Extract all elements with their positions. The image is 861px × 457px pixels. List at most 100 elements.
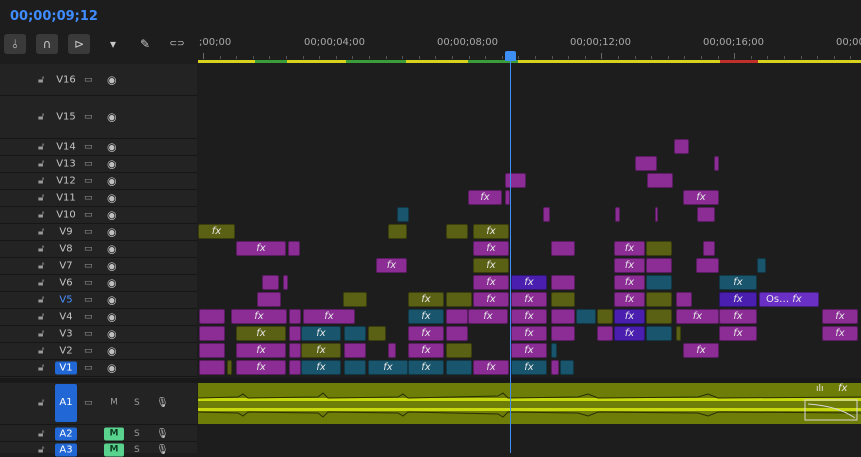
video-clip-v3[interactable] [676, 326, 681, 341]
toggle-sync-lock-icon[interactable]: ▭ [84, 141, 93, 152]
toggle-sync-lock-icon[interactable]: ▭ [84, 398, 93, 408]
track-name[interactable]: V14 [56, 141, 76, 152]
track-name[interactable]: V13 [56, 158, 76, 169]
video-clip-v1[interactable] [446, 360, 472, 375]
video-clip-v10[interactable] [615, 207, 620, 222]
toggle-sync-lock-icon[interactable]: ▭ [84, 209, 93, 220]
video-clip-v6[interactable] [646, 275, 672, 290]
video-clip-v3[interactable]: fx [614, 326, 645, 341]
lock-icon[interactable]: 🔓︎ [38, 294, 45, 305]
video-clip-v6[interactable] [283, 275, 288, 290]
video-clip-v1[interactable] [289, 360, 301, 375]
video-clip-v2[interactable] [551, 343, 557, 358]
video-clip-v7[interactable] [646, 258, 672, 273]
video-clip-v11[interactable]: fx [468, 190, 502, 205]
video-clip-v8[interactable]: fx [236, 241, 286, 256]
work-area-bar[interactable] [198, 60, 861, 63]
video-clip-v4[interactable] [289, 309, 301, 324]
video-clip-v2[interactable]: fx [683, 343, 719, 358]
video-clip-v10[interactable] [397, 207, 409, 222]
lock-icon[interactable]: 🔓︎ [38, 192, 45, 203]
video-clip-v7[interactable]: fx [614, 258, 645, 273]
video-clip-v2[interactable] [199, 343, 225, 358]
video-clip-v5[interactable] [343, 292, 367, 307]
eye-icon[interactable]: ◉ [107, 208, 117, 221]
video-clip-v4[interactable]: fx [719, 309, 757, 324]
video-clip-v13[interactable] [714, 156, 719, 171]
video-clip-v5[interactable]: fx [719, 292, 757, 307]
video-clip-v2[interactable] [344, 343, 366, 358]
eye-icon[interactable]: ◉ [107, 242, 117, 255]
video-clip-v4[interactable]: fx [468, 309, 508, 324]
captions-icon[interactable]: ⊂⊃ [169, 39, 185, 49]
eye-icon[interactable]: ◉ [107, 310, 117, 323]
track-name[interactable]: V1 [55, 361, 77, 374]
lock-icon[interactable]: 🔓︎ [38, 243, 45, 254]
time-ruler[interactable]: ;00;00 00;00;04;00 00;00;08;00 00;00;12;… [198, 30, 861, 64]
video-clip-v4[interactable]: fx [231, 309, 287, 324]
video-clip-v3[interactable]: fx [236, 326, 286, 341]
video-clip-v2[interactable]: fx [511, 343, 547, 358]
video-clip-v13[interactable] [635, 156, 657, 171]
video-clip-v7[interactable] [757, 258, 766, 273]
lock-icon[interactable]: 🔓︎ [38, 311, 45, 322]
video-clip-v1[interactable] [199, 360, 225, 375]
timeline-tracks[interactable]: ılı fx fx fx fx fx fx fx fx fx fx fx fx fx fx fx fx fx f… [198, 64, 861, 453]
toggle-sync-lock-icon[interactable]: ▭ [84, 294, 93, 305]
video-clip-v4[interactable]: fx [822, 309, 858, 324]
wrench-icon[interactable]: ✎ [139, 37, 151, 51]
video-clip-v3[interactable]: fx [719, 326, 757, 341]
video-clip-v8[interactable]: fx [473, 241, 509, 256]
video-clip-v1[interactable] [560, 360, 574, 375]
video-clip-v8[interactable]: fx [614, 241, 645, 256]
lock-icon[interactable]: 🔓︎ [38, 158, 45, 169]
video-clip-v4[interactable] [551, 309, 575, 324]
video-clip-v2[interactable]: fx [408, 343, 444, 358]
eye-icon[interactable]: ◉ [107, 191, 117, 204]
lock-icon[interactable]: 🔓︎ [38, 226, 45, 237]
video-clip-v3[interactable] [446, 326, 468, 341]
track-name[interactable]: V7 [59, 260, 73, 271]
video-clip-v5[interactable] [257, 292, 281, 307]
lock-icon[interactable]: 🔓︎ [38, 362, 45, 373]
toggle-sync-lock-icon[interactable]: ▭ [84, 362, 93, 373]
video-clip-v3[interactable]: fx [301, 326, 341, 341]
linked-selection-icon[interactable]: ⊳ [68, 34, 90, 54]
video-clip-v8[interactable] [703, 241, 715, 256]
eye-icon[interactable]: ◉ [107, 157, 117, 170]
video-clip-v1[interactable]: fx [473, 360, 509, 375]
microphone-icon[interactable]: 🎙︎ [156, 397, 169, 409]
add-marker-icon[interactable]: ▾ [109, 37, 117, 51]
toggle-sync-lock-icon[interactable]: ▭ [84, 243, 93, 254]
lock-icon[interactable]: 🔓︎ [38, 444, 45, 455]
video-clip-v11[interactable]: fx [683, 190, 719, 205]
lock-icon[interactable]: 🔓︎ [38, 74, 45, 85]
eye-icon[interactable]: ◉ [107, 225, 117, 238]
video-clip-v4[interactable] [597, 309, 613, 324]
eye-icon[interactable]: ◉ [107, 259, 117, 272]
solo-button[interactable]: S [134, 398, 140, 408]
track-divider[interactable] [0, 378, 861, 383]
audio-clip-a1[interactable]: ılı fx [198, 382, 861, 424]
video-clip-v1[interactable]: fx [301, 360, 341, 375]
video-clip-v3[interactable] [646, 326, 672, 341]
video-clip-v3[interactable] [368, 326, 386, 341]
eye-icon[interactable]: ◉ [107, 110, 117, 123]
video-clip-v3[interactable]: fx [408, 326, 444, 341]
video-clip-v6[interactable]: fx [511, 275, 547, 290]
toggle-sync-lock-icon[interactable]: ▭ [84, 226, 93, 237]
video-clip-v11[interactable] [505, 190, 510, 205]
video-clip-v10[interactable] [655, 207, 658, 222]
track-name[interactable]: V11 [56, 192, 76, 203]
video-clip-v5[interactable]: Os… fx [759, 292, 819, 307]
track-name[interactable]: A3 [55, 443, 77, 456]
video-clip-v9[interactable]: fx [198, 224, 235, 239]
toggle-sync-lock-icon[interactable]: ▭ [84, 175, 93, 186]
playhead-handle[interactable] [505, 51, 516, 61]
video-clip-v4[interactable]: fx [511, 309, 547, 324]
track-name[interactable]: V12 [56, 175, 76, 186]
mute-button[interactable]: M [104, 443, 124, 456]
lock-icon[interactable]: 🔓︎ [38, 328, 45, 339]
video-clip-v3[interactable] [289, 326, 301, 341]
track-name[interactable]: V4 [59, 311, 73, 322]
